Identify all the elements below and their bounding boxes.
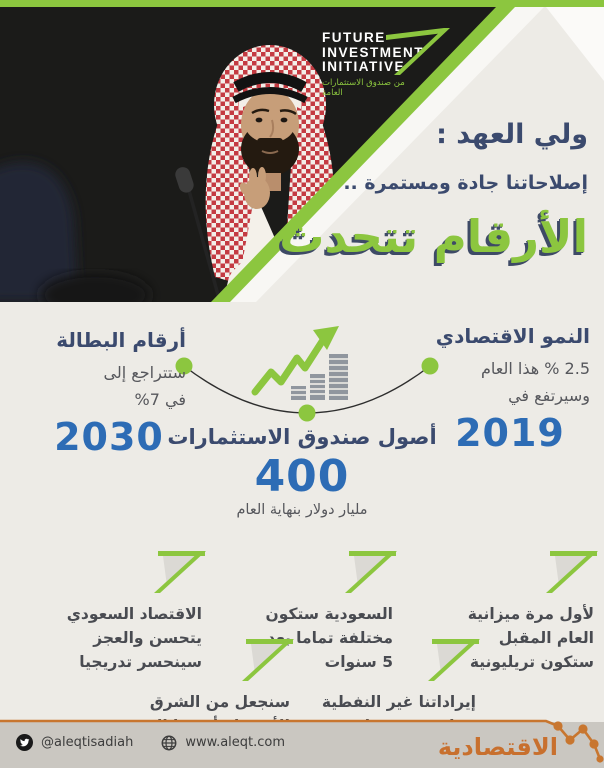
stat-fund-heading: أصول صندوق الاستثمارات xyxy=(167,425,437,449)
seven-flag-icon xyxy=(428,639,480,681)
stat-unemployment: أرقام البطالة ستتراجع إلى في 7% 2030 xyxy=(18,328,186,459)
fii-logo-line2: INVESTMENT xyxy=(322,44,425,60)
stat-growth-year: 2019 xyxy=(455,411,565,456)
quotes-section: لأول مرة ميزانية العام المقبل ستكون تريل… xyxy=(0,540,604,735)
quote-different-in-5-years: السعودية ستكون مختلفة تماما بعد 5 سنوات xyxy=(217,551,397,674)
header-headline: الأرقام تتحدث xyxy=(279,210,588,263)
footer: @aleqtisadiah www.aleqt.com الاقتصادية xyxy=(0,718,604,768)
stat-fund-unit: مليار دولار بنهاية العام xyxy=(236,502,368,519)
stat-unemployment-detail: ستتراجع إلى في 7% xyxy=(103,363,186,410)
footer-contacts: @aleqtisadiah www.aleqt.com xyxy=(16,734,285,751)
header-subtitle: إصلاحاتنا جادة ومستمرة .. xyxy=(343,172,588,194)
crown-prince-photo-illustration xyxy=(0,7,604,302)
top-green-strip xyxy=(0,0,604,7)
fii-logo-tagline: من صندوق الاستثمارات العامة xyxy=(322,77,405,98)
quote-text: الاقتصاد السعودي يتحسن والعجز سينحسر تدر… xyxy=(66,605,202,672)
quote-text: لأول مرة ميزانية العام المقبل ستكون تريل… xyxy=(467,605,594,672)
quotes-row-1: لأول مرة ميزانية العام المقبل ستكون تريل… xyxy=(0,551,604,674)
quote-trillion-budget: لأول مرة ميزانية العام المقبل ستكون تريل… xyxy=(408,551,598,674)
stat-fund-value: 400 xyxy=(254,451,350,503)
header-text: ولي العهد : إصلاحاتنا جادة ومستمرة .. ال… xyxy=(279,119,588,263)
timeline-arc xyxy=(175,357,439,422)
fii-seven-mark-icon xyxy=(386,28,450,75)
stat-investment-fund: أصول صندوق الاستثمارات 400 مليار دولار ب… xyxy=(0,424,604,518)
brand-logo-text: الاقتصادية xyxy=(437,733,558,761)
seven-flag-icon xyxy=(546,551,598,593)
globe-icon xyxy=(161,735,177,750)
quote-text: السعودية ستكون مختلفة تماما بعد 5 سنوات xyxy=(265,605,393,672)
brand-linechart-icon xyxy=(0,719,604,763)
fii-logo-line1: FUTURE xyxy=(322,30,386,45)
seven-flag-icon xyxy=(345,551,397,593)
stat-economic-growth: النمو الاقتصادي 2.5 % هذا العام وسيرتفع … xyxy=(412,324,590,455)
twitter-icon xyxy=(16,734,33,751)
stat-unemployment-year: 2030 xyxy=(54,415,164,460)
fii-logo: FUTURE INVESTMENT INITIATIVE من صندوق ال… xyxy=(322,30,428,98)
footer-bar xyxy=(0,722,604,768)
fii-logo-line3: INITIATIVE xyxy=(322,59,406,74)
header: FUTURE INVESTMENT INITIATIVE من صندوق ال… xyxy=(0,7,604,302)
stat-growth-detail: 2.5 % هذا العام وسيرتفع في xyxy=(480,359,590,406)
seven-flag-icon xyxy=(154,551,206,593)
footer-twitter-handle[interactable]: @aleqtisadiah xyxy=(41,735,134,750)
header-title: ولي العهد : xyxy=(436,119,588,150)
footer-website[interactable]: www.aleqt.com xyxy=(185,735,286,750)
growth-chart-icon xyxy=(251,326,348,400)
quote-economy-improving: الاقتصاد السعودي يتحسن والعجز سينحسر تدر… xyxy=(10,551,206,674)
seven-flag-icon xyxy=(242,639,294,681)
stat-growth-heading: النمو الاقتصادي xyxy=(435,324,590,348)
stats-section: النمو الاقتصادي 2.5 % هذا العام وسيرتفع … xyxy=(0,302,604,540)
stat-unemployment-heading: أرقام البطالة xyxy=(56,328,186,352)
